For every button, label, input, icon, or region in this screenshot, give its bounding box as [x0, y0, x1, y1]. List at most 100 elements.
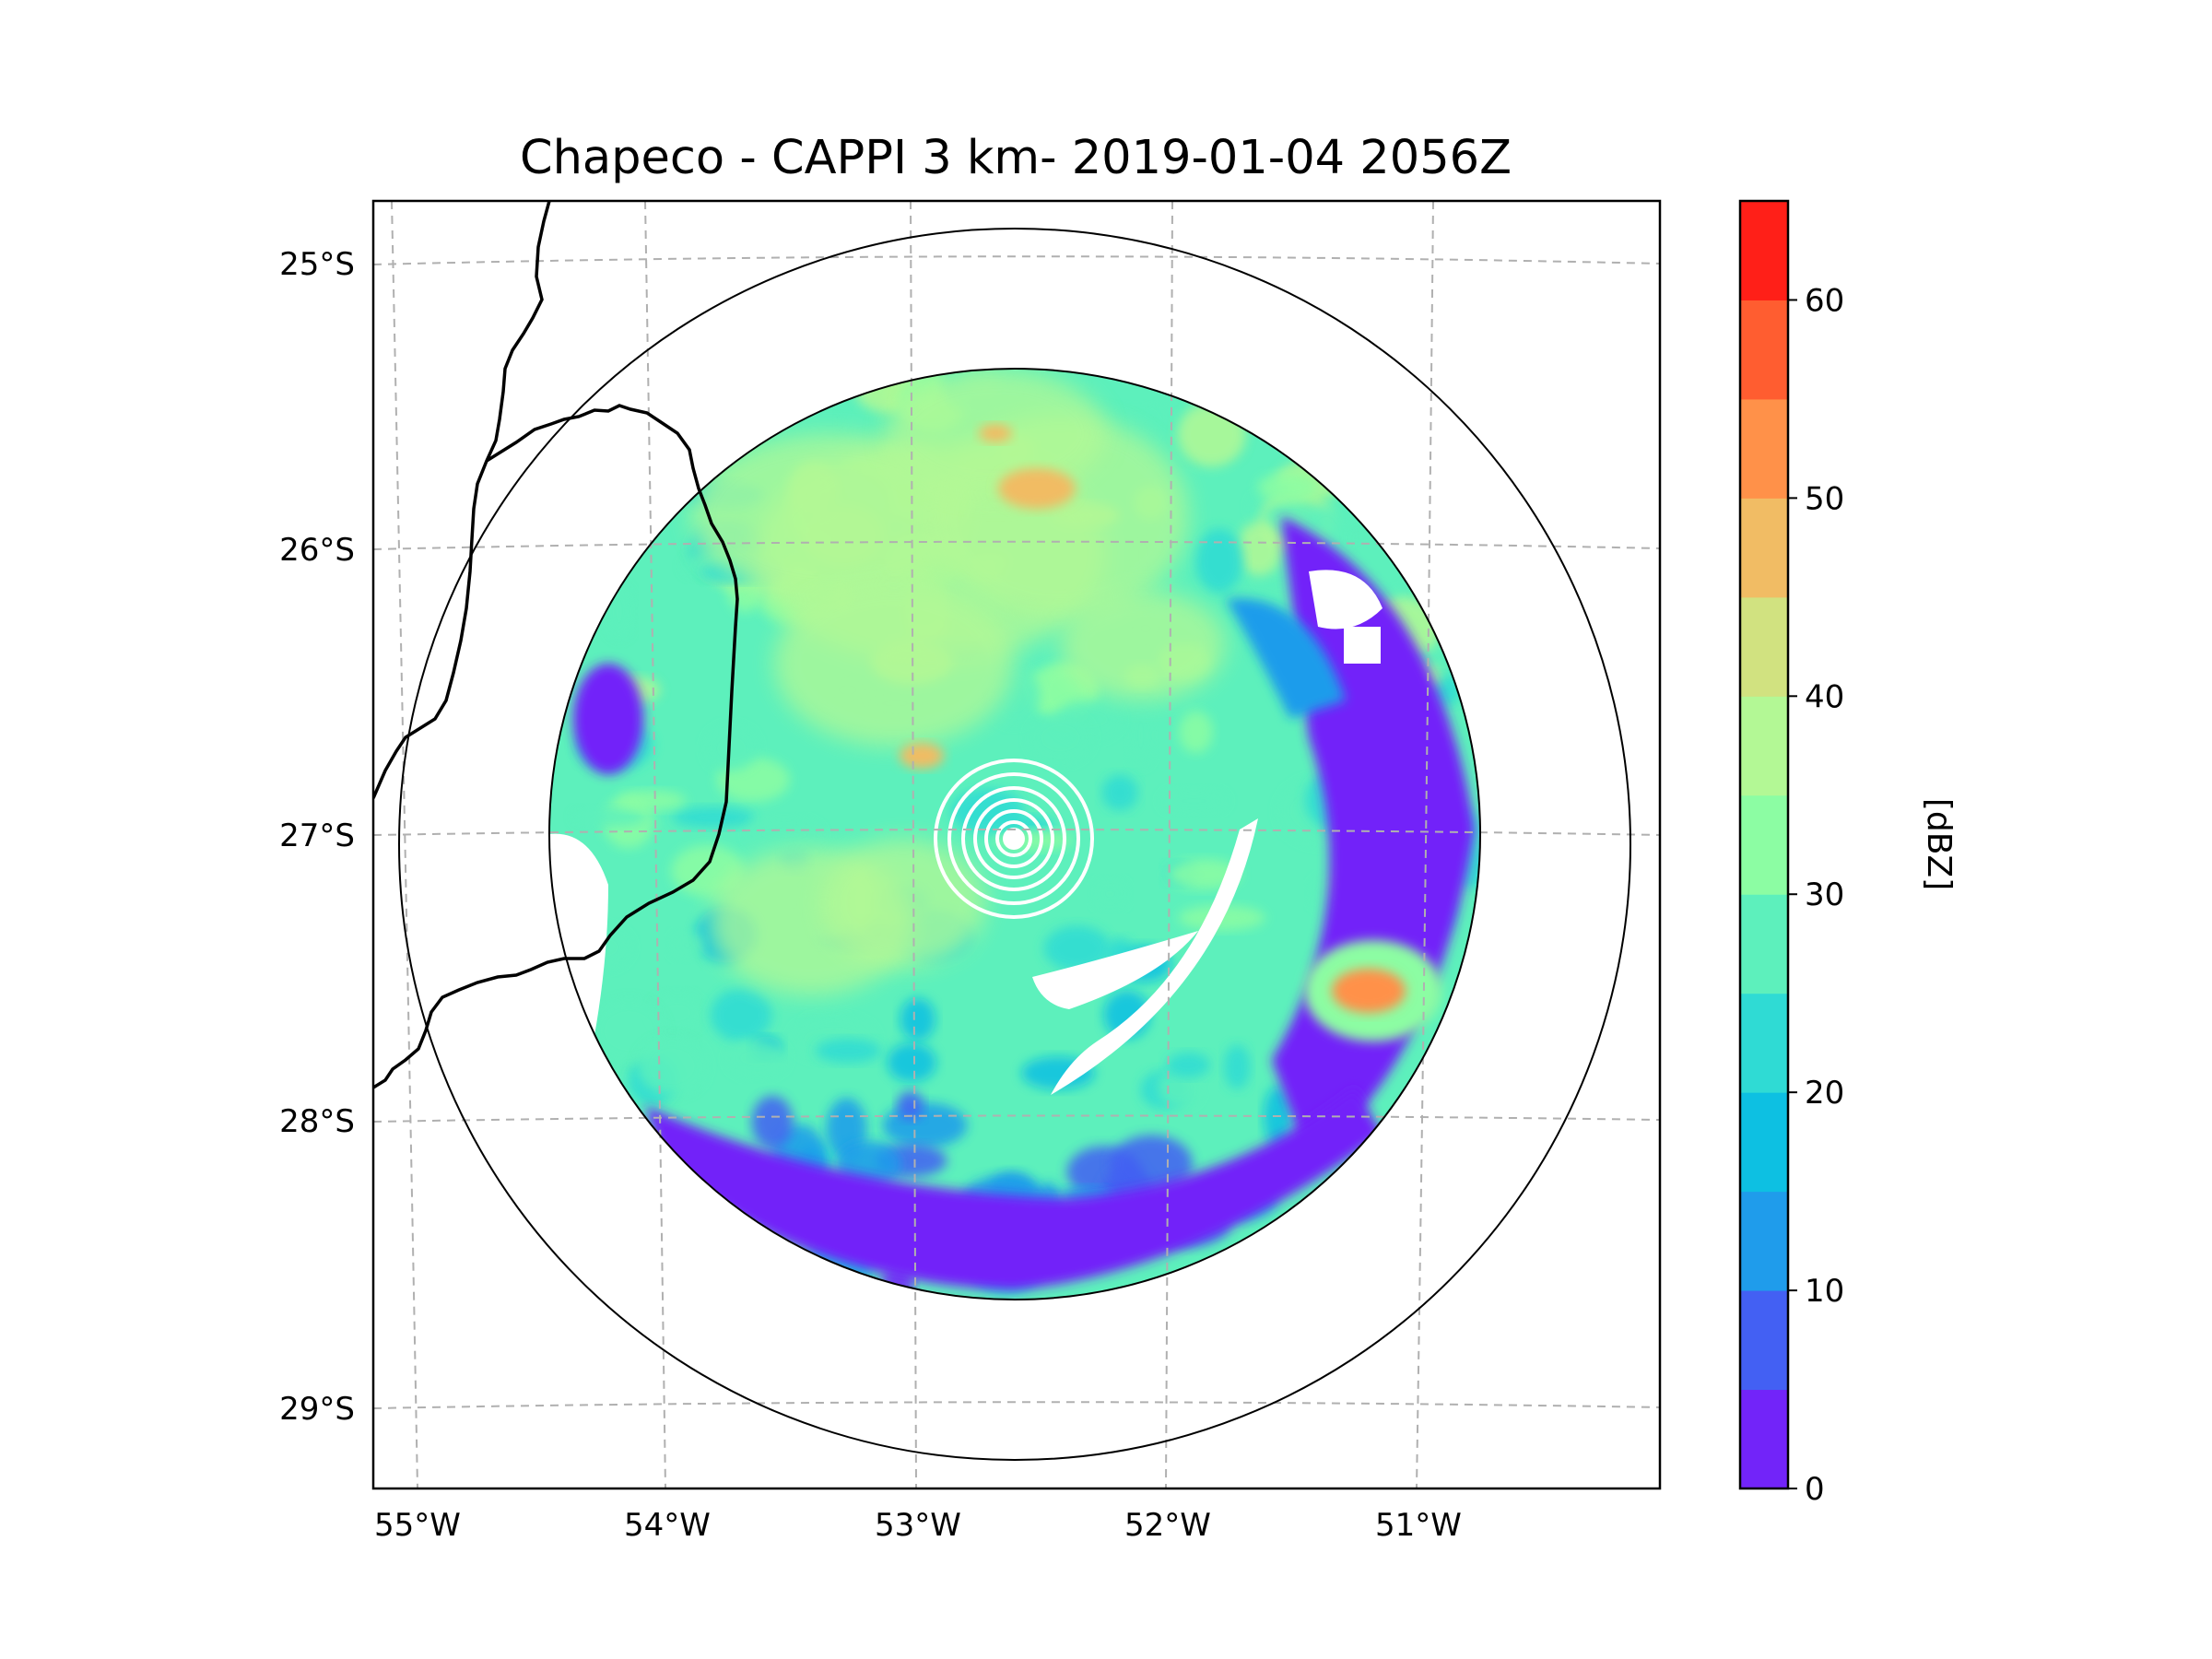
radar-echo-blob: [900, 997, 935, 1041]
radar-echo-blob: [887, 1042, 936, 1083]
colorbar-segment: [1740, 201, 1788, 300]
x-tick-label: 51°W: [1375, 1507, 1462, 1544]
range-ring-inner: [548, 368, 1481, 1300]
radar-southern-weak: [645, 1088, 1382, 1290]
radar-echo-blob: [751, 1095, 794, 1149]
radar-echo-blob: [1237, 521, 1283, 576]
radar-hotspot: [998, 468, 1076, 509]
radar-site-clutter-ring: [934, 759, 1094, 919]
radar-eastern-weak: [1226, 598, 1346, 719]
radar-echo-blob: [1223, 1044, 1251, 1089]
y-tick-label: 27°S: [279, 818, 355, 854]
radar-western-weak: [573, 664, 643, 774]
radar-echo-blob: [882, 1102, 968, 1148]
radar-no-echo-patch: [1032, 931, 1198, 1009]
parallel-26s: [373, 540, 1660, 550]
radar-northern-band: [1060, 590, 1226, 700]
colorbar-tick-label: 20: [1805, 1075, 1844, 1112]
colorbar-segment: [1740, 398, 1788, 499]
axes-frame: [371, 199, 1662, 1490]
radar-reflectivity-field: [549, 369, 1480, 1300]
radar-echo-blob: [897, 1090, 924, 1121]
radar-echo-blob: [1110, 1135, 1193, 1194]
radar-echo-blob: [1257, 472, 1318, 503]
radar-echo-blob: [1101, 774, 1138, 811]
country-border-argentina: [373, 201, 551, 799]
chart-title: Chapeco - CAPPI 3 km- 2019-01-04 2056Z: [520, 131, 1512, 185]
colorbar-segment: [1740, 1191, 1788, 1291]
radar-echo-blob: [1127, 704, 1154, 767]
y-tick-label: 26°S: [279, 532, 355, 569]
y-tick-label: 28°S: [279, 1103, 355, 1140]
radar-echo-blob: [1043, 925, 1111, 971]
state-border-parana-santa-catarina: [373, 404, 739, 1089]
radar-echo-blob: [815, 1038, 882, 1064]
colorbar-frame: [1738, 199, 1790, 1490]
meridian-52w: [1165, 201, 1173, 1488]
radar-echo-blob: [617, 790, 687, 811]
radar-site-marker: [1003, 828, 1025, 850]
radar-echo-blob: [573, 806, 647, 828]
parallel-27s: [373, 829, 1660, 836]
radar-no-echo-ne: [1309, 570, 1382, 629]
radar-echo-blob: [705, 725, 758, 771]
radar-site-clutter-ring: [947, 772, 1080, 905]
colorbar-tick-label: 60: [1805, 282, 1844, 319]
radar-echo-blob: [671, 932, 704, 959]
meridian-51w: [1416, 201, 1434, 1488]
colorbar-segment: [1740, 696, 1788, 796]
radar-echo-blob: [747, 818, 822, 852]
colorbar-tick-label: 0: [1805, 1471, 1825, 1508]
radar-northern-band: [774, 581, 1014, 747]
colorbar-tick-label: 10: [1805, 1273, 1844, 1310]
radar-northern-band: [691, 433, 968, 599]
y-tick-label: 29°S: [279, 1391, 355, 1428]
y-tick-labels: 25°S 26°S 27°S 28°S 29°S: [279, 246, 355, 1428]
meridian-53w: [910, 201, 917, 1488]
radar-echo-blob: [1167, 1052, 1210, 1078]
radar-no-echo-arc: [1051, 818, 1258, 1095]
meridian-54w: [644, 201, 666, 1488]
colorbar: 0 10 20 30 40 50 60: [1738, 199, 1844, 1508]
map-axes: [373, 201, 1660, 1488]
radar-echo-blob: [1195, 528, 1243, 594]
colorbar-segment: [1740, 894, 1788, 994]
radar-echo-blob: [652, 993, 703, 1032]
radar-echo-blob: [710, 988, 772, 1042]
colorbar-segment: [1740, 993, 1788, 1093]
meridian-55w: [391, 201, 418, 1488]
range-ring-outer: [398, 228, 1631, 1461]
radar-echo-blob: [1161, 788, 1227, 814]
radar-site-clutter-ring: [961, 786, 1066, 891]
colorbar-segment: [1740, 1389, 1788, 1489]
colorbar-segment: [1740, 1092, 1788, 1193]
radar-hotspot: [979, 424, 1012, 442]
colorbar-tick-label: 30: [1805, 877, 1844, 913]
parallel-25s: [373, 255, 1660, 265]
x-tick-label: 54°W: [624, 1507, 711, 1544]
radar-echo-blob: [1093, 879, 1127, 909]
x-tick-label: 52°W: [1124, 1507, 1211, 1544]
colorbar-tick-label: 50: [1805, 480, 1844, 517]
radar-southeast-cell-core: [1332, 969, 1406, 1013]
radar-echo-blob: [637, 1037, 707, 1095]
radar-echo-blob: [1178, 711, 1214, 754]
y-tick-label: 25°S: [279, 246, 355, 283]
x-tick-label: 53°W: [875, 1507, 961, 1544]
radar-northern-band: [820, 839, 986, 968]
radar-site-clutter-ring: [995, 820, 1032, 857]
radar-hotspot: [900, 743, 944, 769]
colorbar-segment: [1740, 498, 1788, 598]
radar-echo-blob: [1030, 713, 1091, 763]
colorbar-segment: [1740, 300, 1788, 400]
colorbar-tick-label: 40: [1805, 678, 1844, 715]
radar-echo-blob: [671, 806, 755, 829]
x-tick-labels: 55°W 54°W 53°W 52°W 51°W: [374, 1507, 1462, 1544]
parallel-29s: [373, 1401, 1660, 1409]
radar-site-clutter-ring: [984, 809, 1043, 868]
x-tick-label: 55°W: [374, 1507, 461, 1544]
radar-echo-blob: [727, 1040, 787, 1077]
graticule: [373, 201, 1660, 1488]
colorbar-segment: [1740, 596, 1788, 697]
